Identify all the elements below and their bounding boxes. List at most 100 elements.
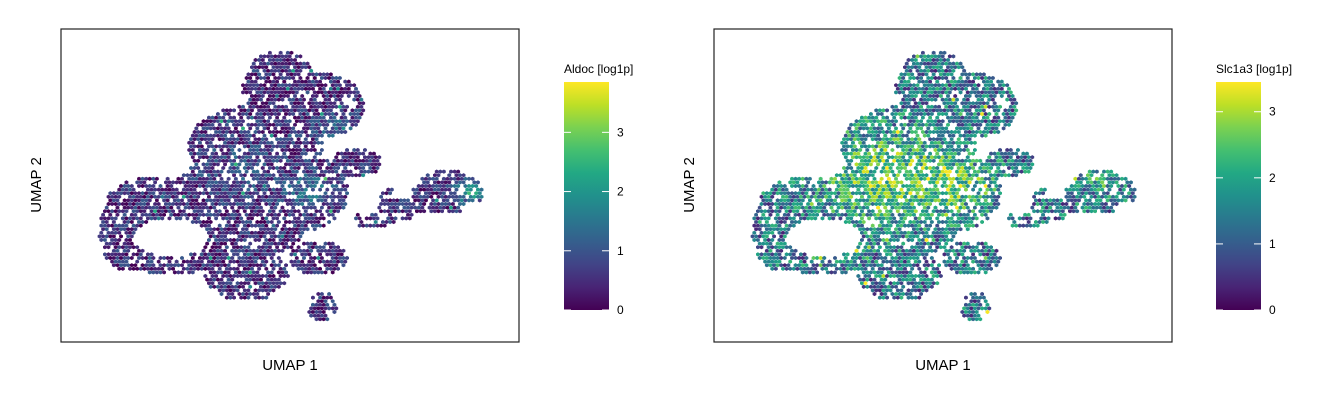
hex-cell bbox=[325, 317, 330, 322]
hex-cell bbox=[989, 245, 993, 250]
hex-cell bbox=[239, 194, 244, 199]
hex-cell bbox=[334, 255, 339, 261]
hex-cell bbox=[946, 230, 950, 235]
hex-cell bbox=[994, 198, 999, 203]
hex-cell bbox=[217, 223, 222, 228]
hex-cell bbox=[233, 183, 238, 189]
hex-cell bbox=[260, 216, 265, 221]
hex-cell bbox=[291, 75, 296, 81]
hex-cell bbox=[996, 201, 1001, 207]
hex-cell bbox=[233, 162, 238, 167]
hex-cell bbox=[198, 155, 202, 160]
hex-cell bbox=[1089, 187, 1094, 192]
hex-cell bbox=[305, 162, 310, 167]
hex-cell bbox=[228, 288, 233, 293]
hex-cell bbox=[865, 234, 870, 239]
hex-cell bbox=[314, 151, 319, 156]
hex-cell bbox=[395, 205, 400, 210]
hex-cell bbox=[958, 176, 963, 181]
hex-cell bbox=[892, 137, 897, 142]
hex-cell bbox=[296, 180, 301, 185]
hex-cell bbox=[269, 198, 274, 203]
hex-cell bbox=[935, 129, 940, 135]
hex-cell bbox=[156, 187, 161, 192]
hex-cell bbox=[108, 191, 113, 196]
hex-cell bbox=[851, 191, 855, 196]
hex-cell bbox=[375, 216, 380, 221]
hex-cell bbox=[885, 223, 889, 228]
hex-cell bbox=[937, 61, 941, 66]
hex-cell bbox=[433, 173, 437, 178]
hex-cell bbox=[897, 140, 902, 145]
hex-cell bbox=[1016, 162, 1020, 167]
hex-cell bbox=[901, 234, 906, 239]
hex-cell bbox=[228, 273, 233, 279]
hex-cell bbox=[420, 183, 425, 189]
hex-cell bbox=[833, 198, 837, 203]
hex-cell bbox=[842, 194, 846, 199]
hex-cell bbox=[971, 266, 975, 271]
hex-cell bbox=[235, 288, 240, 293]
hex-cell bbox=[860, 122, 864, 127]
hex-cell bbox=[241, 255, 245, 261]
hex-cell bbox=[314, 216, 319, 221]
hex-cell bbox=[924, 252, 929, 257]
hex-cell bbox=[223, 241, 227, 246]
hex-cell bbox=[992, 201, 997, 207]
hex-cell bbox=[296, 223, 301, 228]
hex-cell bbox=[307, 79, 312, 84]
hex-cell bbox=[162, 198, 166, 203]
hex-cell bbox=[833, 191, 837, 196]
hex-cell bbox=[924, 101, 929, 106]
hex-cell bbox=[117, 230, 122, 235]
hex-cell bbox=[872, 119, 877, 124]
hex-cell bbox=[1008, 111, 1013, 117]
hex-cell bbox=[951, 263, 956, 268]
hex-cell bbox=[291, 104, 296, 109]
hex-cell bbox=[336, 158, 340, 163]
hex-cell bbox=[320, 248, 324, 253]
hex-cell bbox=[895, 165, 900, 171]
hex-cell bbox=[216, 284, 220, 289]
hex-cell bbox=[244, 255, 249, 261]
hex-cell bbox=[411, 194, 416, 199]
hex-cell bbox=[772, 255, 776, 261]
hex-cell bbox=[303, 129, 308, 135]
hex-cell bbox=[187, 270, 192, 275]
hex-cell bbox=[928, 93, 932, 99]
hex-cell bbox=[323, 169, 328, 174]
hex-cell bbox=[429, 201, 434, 207]
hex-cell bbox=[964, 86, 968, 91]
hex-cell bbox=[257, 93, 262, 99]
hex-cell bbox=[933, 75, 938, 81]
hex-cell bbox=[264, 266, 269, 271]
hex-cell bbox=[989, 252, 993, 257]
hex-cell bbox=[777, 209, 782, 214]
hex-cell bbox=[1007, 86, 1011, 91]
hex-cell bbox=[155, 212, 159, 217]
hex-cell bbox=[933, 83, 938, 88]
hex-cell bbox=[856, 245, 861, 250]
hex-cell bbox=[937, 270, 941, 275]
hex-cell bbox=[208, 183, 213, 189]
hex-cell bbox=[345, 255, 349, 261]
hex-cell bbox=[250, 122, 254, 127]
hex-cell bbox=[345, 191, 349, 196]
hex-cell bbox=[938, 50, 943, 55]
hex-cell bbox=[845, 187, 850, 192]
hex-cell bbox=[459, 198, 464, 203]
hex-cell bbox=[996, 79, 1001, 84]
hex-cell bbox=[842, 165, 846, 171]
hex-cell bbox=[885, 122, 889, 127]
hex-cell bbox=[278, 187, 283, 192]
hex-cell bbox=[861, 198, 866, 203]
hex-cell bbox=[303, 158, 308, 163]
hex-cell bbox=[210, 115, 215, 120]
hex-cell bbox=[971, 151, 975, 156]
hex-cell bbox=[361, 165, 366, 171]
hex-cell bbox=[192, 266, 197, 271]
hex-cell bbox=[1060, 216, 1065, 221]
hex-cell bbox=[336, 93, 340, 99]
hex-cell bbox=[253, 101, 258, 106]
hex-cell bbox=[253, 144, 258, 149]
